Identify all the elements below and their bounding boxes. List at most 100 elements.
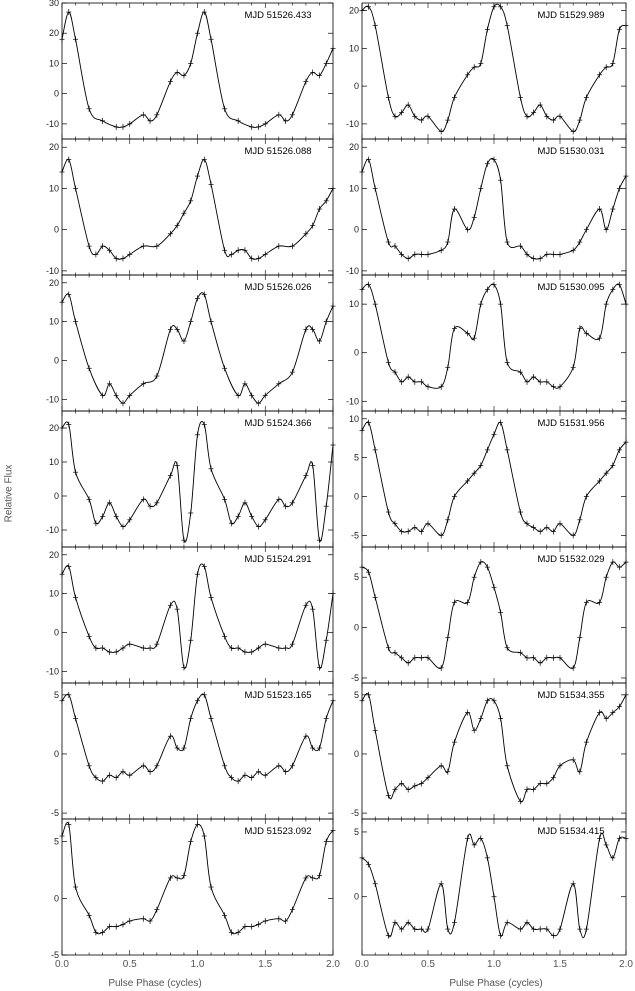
data-point: [127, 120, 133, 127]
data-point: [491, 431, 497, 438]
data-point: [208, 465, 214, 472]
data-point: [222, 912, 228, 919]
data-point: [310, 874, 316, 881]
data-point: [323, 637, 329, 644]
data-point: [544, 524, 550, 531]
data-point: [385, 932, 391, 939]
data-point: [544, 251, 550, 258]
data-point: [323, 503, 329, 510]
data-point: [544, 378, 550, 385]
data-point: [366, 281, 372, 288]
data-point: [451, 94, 457, 101]
data-point: [86, 912, 92, 919]
data-point: [106, 380, 112, 387]
data-point: [425, 251, 431, 258]
data-point: [366, 3, 372, 10]
data-point: [405, 255, 411, 262]
data-point: [66, 291, 72, 298]
y-tick-label: -10: [346, 396, 359, 406]
data-point: [113, 123, 119, 130]
data-point: [531, 654, 537, 661]
series-line: [361, 832, 627, 939]
data-point: [418, 780, 424, 787]
data-point: [303, 602, 309, 609]
data-point: [597, 709, 603, 716]
data-point: [445, 634, 451, 641]
data-point: [201, 833, 207, 839]
data-point: [438, 664, 444, 671]
data-point: [310, 326, 316, 333]
data-point: [195, 295, 200, 302]
data-point: [310, 222, 316, 229]
y-tick-label: 5: [354, 827, 359, 837]
data-point: [222, 762, 228, 769]
data-point: [181, 537, 187, 544]
data-point: [66, 156, 72, 163]
data-point: [222, 365, 228, 372]
data-point: [425, 113, 431, 120]
data-point: [100, 929, 106, 936]
data-point: [478, 559, 484, 566]
data-point: [195, 821, 200, 828]
data-point: [310, 69, 316, 76]
data-point: [623, 559, 629, 566]
data-point: [570, 364, 576, 371]
data-point: [570, 247, 576, 254]
data-point: [570, 880, 576, 887]
data-point: [392, 520, 398, 527]
data-point: [167, 78, 173, 85]
y-tick-label: 0: [354, 491, 359, 501]
data-point: [120, 523, 126, 530]
panel-right-0: -10 0 10 20 MJD 51529.989: [346, 2, 629, 140]
data-point: [188, 637, 194, 644]
data-point: [418, 654, 424, 661]
data-point: [276, 762, 282, 769]
data-point: [106, 648, 112, 655]
panel-label: MJD 51531.956: [537, 418, 604, 429]
data-point: [66, 821, 72, 828]
data-point: [366, 156, 372, 163]
data-point: [372, 727, 378, 734]
data-point: [167, 602, 173, 609]
data-point: [366, 569, 372, 576]
data-point: [167, 733, 173, 740]
y-tick-label: 10: [349, 43, 359, 53]
panel-label: MJD 51523.092: [244, 826, 311, 837]
data-point: [550, 117, 556, 124]
data-point: [445, 364, 451, 371]
data-point: [66, 691, 72, 698]
data-point: [195, 30, 200, 37]
data-point: [372, 594, 378, 601]
data-point: [524, 919, 530, 926]
data-point: [616, 26, 622, 33]
data-point: [222, 633, 228, 640]
data-point: [438, 383, 444, 390]
data-point: [262, 516, 268, 523]
data-point: [140, 496, 146, 503]
data-point: [597, 71, 603, 78]
data-point: [412, 654, 418, 661]
data-point: [425, 774, 431, 781]
data-point: [359, 286, 365, 293]
data-point: [557, 113, 563, 120]
data-point: [100, 778, 106, 785]
panel-right-4: -5 0 5 MJD 51532.029: [351, 546, 629, 684]
data-point: [262, 641, 268, 648]
y-tick-label: 10: [49, 58, 59, 68]
data-point: [276, 645, 282, 652]
data-point: [484, 446, 490, 453]
data-point: [113, 774, 119, 781]
data-point: [392, 113, 398, 120]
data-point: [451, 206, 457, 213]
panel-label: MJD 51534.415: [537, 826, 604, 837]
data-point: [113, 923, 119, 930]
data-point: [174, 222, 180, 229]
panel-label: MJD 51526.433: [244, 10, 311, 21]
data-point: [531, 374, 537, 380]
data-point: [438, 128, 444, 135]
data-point: [478, 835, 484, 842]
data-point: [465, 226, 471, 233]
data-point: [531, 524, 537, 531]
data-point: [262, 392, 268, 399]
data-point: [86, 105, 92, 112]
